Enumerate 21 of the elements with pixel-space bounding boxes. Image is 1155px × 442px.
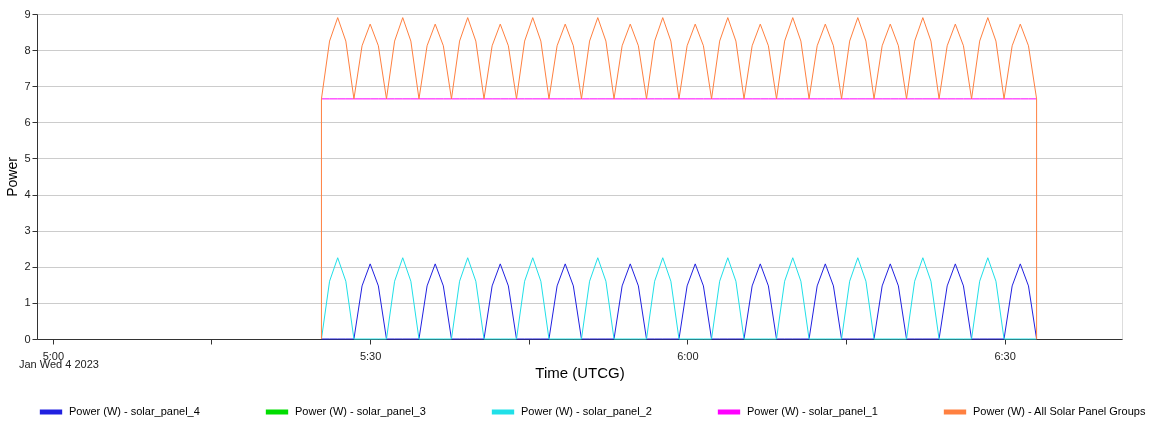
line-series <box>320 17 1038 340</box>
y-tick-label: 9 <box>24 7 31 20</box>
y-tick-label: 2 <box>24 260 31 273</box>
y-tick-label: 6 <box>24 115 31 128</box>
y-tick-label: 7 <box>24 79 31 92</box>
y-tick-label: 1 <box>24 296 31 309</box>
legend-label: Power (W) - solar_panel_3 <box>295 405 426 417</box>
legend-label: Power (W) - solar_panel_2 <box>521 405 652 417</box>
x-tick-label: 6:30 <box>994 349 1016 362</box>
legend-label: Power (W) - solar_panel_1 <box>747 405 878 417</box>
legend-label: Power (W) - All Solar Panel Groups <box>973 405 1146 417</box>
x-axis-title: Time (UTCG) <box>535 363 625 381</box>
y-tick-label: 5 <box>24 151 31 164</box>
y-tick-label: 3 <box>24 224 31 237</box>
x-tick-label: 6:00 <box>677 349 699 362</box>
y-tick-label: 4 <box>24 188 31 201</box>
y-axis-title: Power <box>4 156 21 197</box>
y-tick-label: 0 <box>24 332 31 345</box>
y-tick-label: 8 <box>24 43 31 56</box>
x-tick-label: 5:30 <box>359 349 382 362</box>
legend-label: Power (W) - solar_panel_4 <box>69 405 200 417</box>
